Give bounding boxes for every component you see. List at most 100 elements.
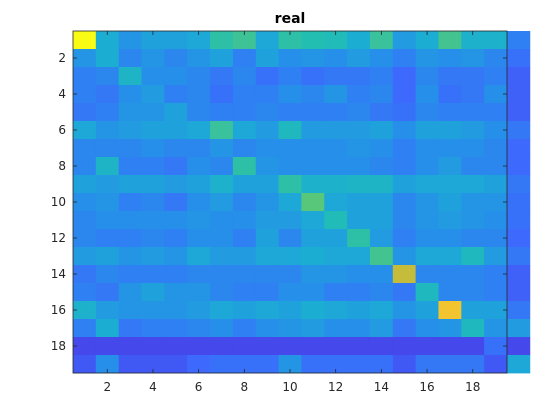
heatmap-cell: [347, 229, 371, 248]
heatmap-cell: [141, 355, 165, 374]
heatmap-cell: [507, 31, 531, 50]
heatmap-cell: [164, 157, 188, 176]
heatmap-cell: [210, 139, 234, 158]
heatmap-cell: [255, 211, 279, 230]
heatmap-cell: [461, 193, 485, 212]
heatmap-cell: [347, 247, 371, 266]
heatmap-cell: [210, 67, 234, 86]
heatmap-cell: [461, 247, 485, 266]
heatmap-cell: [324, 157, 348, 176]
heatmap-cell: [118, 283, 142, 302]
heatmap-cell: [232, 193, 257, 212]
heatmap-cell: [484, 103, 508, 122]
heatmap-cell: [347, 193, 371, 212]
heatmap-cell: [255, 49, 279, 68]
heatmap-cell: [141, 139, 165, 158]
heatmap-cell: [507, 49, 531, 68]
heatmap-cell: [232, 247, 257, 266]
heatmap-cell: [232, 283, 257, 302]
heatmap-cell: [210, 247, 234, 266]
x-tick-label: 4: [149, 380, 157, 394]
heatmap-cell: [415, 301, 439, 320]
heatmap-cell: [118, 247, 142, 266]
heatmap-cell: [392, 229, 417, 248]
heatmap-cell: [187, 139, 211, 158]
heatmap-cell: [347, 211, 371, 230]
heatmap-cell: [255, 85, 279, 104]
heatmap-cell: [507, 319, 531, 338]
y-tick-label: 18: [51, 339, 66, 353]
heatmap-cell: [210, 319, 234, 338]
heatmap-cell: [73, 31, 97, 50]
y-tick-label: 2: [58, 51, 66, 65]
heatmap-cell: [324, 139, 348, 158]
heatmap-cell: [73, 193, 97, 212]
heatmap-cell: [369, 31, 394, 50]
heatmap-cell: [301, 157, 325, 176]
heatmap-cell: [73, 103, 97, 122]
heatmap-cell: [507, 193, 531, 212]
heatmap-cell: [232, 355, 257, 374]
heatmap-cell: [324, 247, 348, 266]
heatmap-cell: [507, 175, 531, 194]
heatmap-cell: [484, 229, 508, 248]
heatmap-cell: [278, 85, 302, 104]
heatmap-cell: [369, 85, 394, 104]
x-tick-label: 12: [328, 380, 343, 394]
heatmap-cell: [210, 157, 234, 176]
heatmap-cell: [141, 247, 165, 266]
heatmap-cell: [392, 157, 417, 176]
heatmap-cell: [187, 247, 211, 266]
heatmap-cell: [95, 229, 120, 248]
heatmap-cell: [278, 265, 302, 284]
heatmap-cell: [187, 319, 211, 338]
heatmap-cell: [301, 301, 325, 320]
heatmap-cells: [73, 31, 531, 374]
heatmap-cell: [255, 247, 279, 266]
heatmap-cell: [118, 319, 142, 338]
heatmap-cell: [255, 355, 279, 374]
heatmap-cell: [415, 337, 439, 356]
heatmap-cell: [507, 121, 531, 140]
heatmap-cell: [232, 319, 257, 338]
heatmap-cell: [392, 103, 417, 122]
heatmap-cell: [278, 121, 302, 140]
chart-title: real: [275, 11, 306, 27]
heatmap-cell: [187, 175, 211, 194]
heatmap-cell: [164, 355, 188, 374]
y-tick-label: 16: [51, 303, 66, 317]
heatmap-cell: [415, 103, 439, 122]
heatmap-cell: [210, 85, 234, 104]
y-tick-label: 6: [58, 123, 66, 137]
heatmap-cell: [164, 301, 188, 320]
heatmap-cell: [484, 355, 508, 374]
heatmap-cell: [392, 49, 417, 68]
heatmap-cell: [461, 85, 485, 104]
heatmap-cell: [369, 49, 394, 68]
heatmap-cell: [187, 355, 211, 374]
heatmap-cell: [507, 283, 531, 302]
heatmap-cell: [73, 157, 97, 176]
heatmap-cell: [301, 85, 325, 104]
heatmap-cell: [415, 265, 439, 284]
y-tick-label: 14: [51, 267, 66, 281]
heatmap-cell: [392, 139, 417, 158]
heatmap-cell: [507, 67, 531, 86]
heatmap-cell: [278, 229, 302, 248]
heatmap-cell: [461, 31, 485, 50]
heatmap-cell: [164, 319, 188, 338]
heatmap-cell: [347, 175, 371, 194]
heatmap-cell: [141, 103, 165, 122]
heatmap-cell: [95, 247, 120, 266]
heatmap-cell: [392, 211, 417, 230]
heatmap-cell: [347, 283, 371, 302]
heatmap-cell: [164, 211, 188, 230]
heatmap-cell: [392, 247, 417, 266]
heatmap-cell: [347, 355, 371, 374]
heatmap-cell: [210, 31, 234, 50]
heatmap-cell: [278, 283, 302, 302]
heatmap-cell: [415, 85, 439, 104]
heatmap-cell: [392, 121, 417, 140]
heatmap-cell: [210, 283, 234, 302]
heatmap-cell: [164, 139, 188, 158]
